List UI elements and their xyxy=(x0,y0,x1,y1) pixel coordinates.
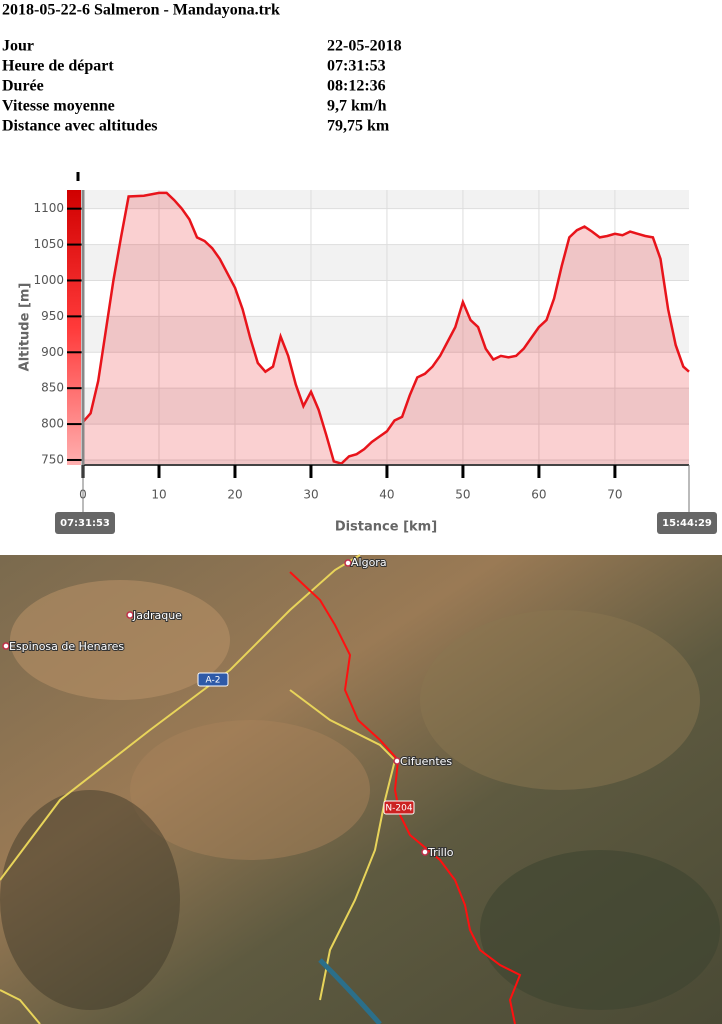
line xyxy=(82,191,690,465)
title: 2018-05-22-6 Salmeron - Mandayona.trk xyxy=(2,2,280,19)
y-tick-label: 800 xyxy=(41,417,64,431)
x-tick-label: 60 xyxy=(531,488,546,502)
place-label: Cifuentes xyxy=(400,755,452,768)
row-value: 07:31:53 xyxy=(327,58,386,75)
x-tick-label: 70 xyxy=(607,488,622,502)
map: Algora Jadraque Espinosa de Henares A-2 Cifu… xyxy=(0,554,722,1024)
terrain xyxy=(130,720,370,860)
time-box xyxy=(55,512,115,534)
road xyxy=(289,689,397,1001)
row-label: Heure de départ xyxy=(2,58,114,75)
y-tick-label: 900 xyxy=(41,345,64,359)
info-table: Jour 22-05-2018 Heure de départ 07:31:53 Dur… xyxy=(2,38,402,135)
grid-band xyxy=(83,280,689,317)
map-pin xyxy=(393,757,401,765)
color-scale xyxy=(67,190,81,465)
grid-band xyxy=(83,424,689,460)
y-axis-title: Altitude [m] xyxy=(18,283,33,372)
y-tick-label: 950 xyxy=(41,309,64,323)
place-label: Trillo xyxy=(427,846,454,859)
x-tick-label: 20 xyxy=(227,488,242,502)
map-pin xyxy=(126,611,134,619)
place-label: Espinosa de Henares xyxy=(9,640,124,653)
map-pin xyxy=(421,848,429,856)
reservoir xyxy=(318,958,382,1024)
x-tick-label: 10 xyxy=(151,488,166,502)
row-value: 9,7 km/h xyxy=(327,98,387,115)
row-value: 08:12:36 xyxy=(327,78,386,95)
road-label: N-204 xyxy=(385,804,412,814)
x-tick-label: 30 xyxy=(303,488,318,502)
place-label: Algora xyxy=(351,556,387,569)
row-value: 79,75 km xyxy=(327,118,390,135)
y-tick-label: 1050 xyxy=(33,237,64,251)
time-label: 15:44:29 xyxy=(662,518,712,529)
x-tick-label: 50 xyxy=(455,488,470,502)
road-shield xyxy=(197,672,229,687)
terrain xyxy=(10,580,230,700)
x-axis-title: Distance [km] xyxy=(335,520,437,535)
elevation-chart: 7508008509009501000105011000102030405060… xyxy=(18,172,717,535)
terrain xyxy=(480,850,720,1010)
x-tick-label: 40 xyxy=(379,488,394,502)
row-label: Durée xyxy=(2,78,44,95)
grid-band xyxy=(83,352,689,389)
y-tick-label: 1100 xyxy=(33,201,64,215)
road xyxy=(0,554,361,881)
terrain xyxy=(420,610,700,790)
time-box xyxy=(657,512,717,534)
road-shield xyxy=(383,800,415,815)
map-pin xyxy=(2,642,10,650)
area xyxy=(83,192,689,465)
y-tick-label: 850 xyxy=(41,381,64,395)
place-label: Jadraque xyxy=(132,609,182,622)
y-tick-label: 750 xyxy=(41,452,64,466)
road xyxy=(0,989,41,1024)
row-label: Vitesse moyenne xyxy=(2,98,115,115)
time-label: 07:31:53 xyxy=(60,518,110,529)
grid-band xyxy=(83,208,689,245)
y-tick-label: 1000 xyxy=(33,273,64,287)
row-label: Jour xyxy=(2,38,34,55)
road-label: A-2 xyxy=(206,676,221,686)
route xyxy=(289,571,522,1024)
terrain xyxy=(0,790,180,1010)
row-label: Distance avec altitudes xyxy=(2,118,158,135)
row-value: 22-05-2018 xyxy=(327,38,402,55)
map-pin xyxy=(344,559,352,567)
